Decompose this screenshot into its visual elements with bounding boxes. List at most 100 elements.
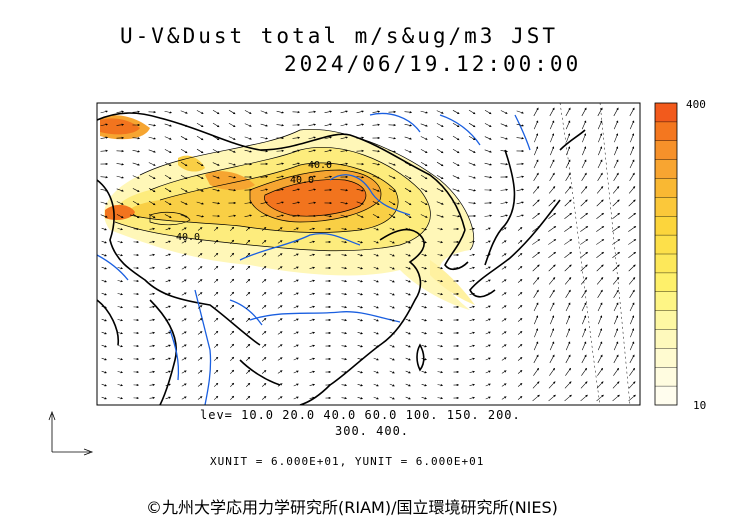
wind-arrow [148,187,156,193]
wind-arrow [548,251,557,258]
wind-arrow [213,356,219,361]
wind-arrow [501,227,507,231]
wind-arrow [277,253,283,257]
wind-arrow [517,266,523,270]
wind-arrow [549,159,555,169]
colorbar-step [655,121,677,142]
wind-arrow [517,331,523,335]
wind-arrow [309,253,316,257]
wind-arrow [517,383,523,387]
wind-arrow [196,201,204,205]
colorbar-step [655,216,677,236]
wind-arrow [260,175,269,179]
wind-arrow [628,239,637,245]
wind-arrow [517,292,523,296]
wind-arrow [246,278,251,283]
wind-arrow [628,381,636,389]
wind-arrow [357,254,363,257]
wind-arrow [373,266,379,270]
wind-arrow [598,315,603,325]
wind-arrow [276,175,285,179]
wind-arrow [500,123,508,127]
wind-arrow [101,279,107,283]
wind-arrow [404,175,412,180]
wind-arrow [196,148,204,154]
wind-arrow [596,251,605,258]
wind-arrow [533,302,539,312]
wind-arrow [180,188,188,192]
wind-arrow [405,318,411,322]
wind-arrow [597,289,603,298]
wind-arrow [212,188,220,192]
wind-arrow [181,383,187,387]
wind-arrow [580,239,589,245]
wind-arrow [165,305,171,309]
wind-arrow [196,110,204,114]
wind-arrow [356,201,364,205]
wind-arrow [612,226,621,232]
wind-arrow [532,239,541,245]
wind-arrow [181,292,187,296]
wind-arrow [132,175,140,179]
wind-arrow [581,302,587,312]
wind-arrow [117,396,124,400]
wind-arrow [436,123,444,127]
wind-arrow [341,357,348,361]
wind-arrow [101,396,107,400]
wind-arrow [485,266,491,270]
wind-arrow [117,318,124,322]
wind-arrow [340,202,349,205]
wind-arrow [213,369,219,374]
wind-arrow [389,305,395,309]
wind-arrow [260,214,268,218]
wind-arrow [213,226,219,231]
wind-arrow [213,317,219,322]
wind-arrow [468,162,476,166]
wind-arrow [277,292,283,296]
wind-arrow [244,136,252,140]
wind-arrow [197,344,203,348]
wind-arrow [628,226,637,232]
wind-arrow [452,175,460,179]
wind-arrow [293,227,299,231]
wind-arrow [149,227,156,231]
wind-arrow [516,137,525,140]
wind-arrow [117,253,124,257]
wind-arrow [340,162,349,166]
wind-arrow [261,265,267,270]
wind-arrow [293,357,299,361]
wind-arrow [404,187,412,193]
wind-arrow [100,149,109,153]
wind-arrow [260,110,268,114]
wind-arrow [452,188,460,192]
wind-arrow [180,161,188,167]
contour-label: 40.0 [176,232,200,243]
wind-arrow [149,396,156,400]
wind-arrow [261,239,267,244]
wind-arrow [197,357,203,361]
wind-arrow [261,291,267,296]
wind-arrow [244,163,253,166]
wind-arrow [132,213,140,219]
wind-arrow [101,318,107,322]
wind-arrow [117,292,124,296]
wind-arrow [421,306,427,309]
wind-arrow [309,331,316,335]
wind-arrow [212,109,220,115]
wind-arrow [580,212,589,220]
wind-arrow [612,394,620,402]
wind-arrow [484,176,493,179]
wind-arrow [196,122,204,128]
wind-arrow [340,214,348,218]
wind-arrow [228,176,237,179]
wind-arrow [598,328,603,338]
wind-arrow [244,149,252,153]
wind-arrow [485,344,491,348]
wind-arrow [230,278,235,283]
wind-arrow [630,133,635,143]
wind-arrow [341,292,348,296]
wind-arrow [452,162,460,166]
wind-arrow [261,278,267,283]
colorbar-step [655,178,677,198]
wind-arrow [213,252,219,257]
